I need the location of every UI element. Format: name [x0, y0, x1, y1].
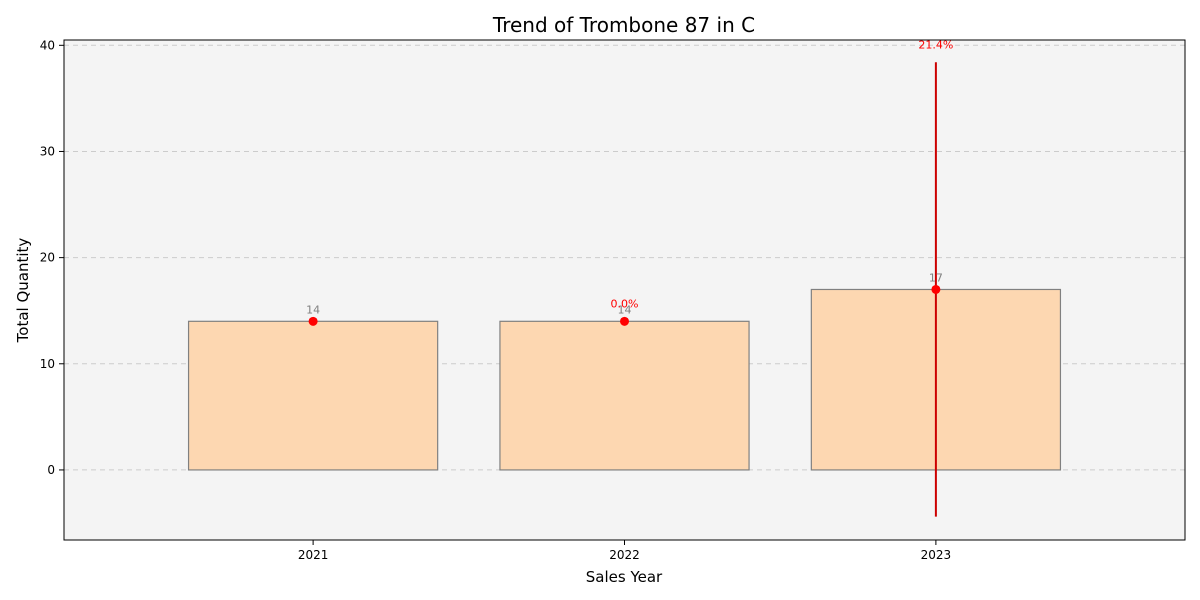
x-axis-label: Sales Year: [586, 568, 663, 586]
markers: [308, 284, 941, 326]
x-tick-label: 2021: [298, 548, 329, 562]
value-label: 14: [618, 303, 632, 316]
value-label: 14: [306, 303, 320, 316]
y-tick-label: 0: [47, 463, 55, 477]
x-axis-ticks: 2021 2022 2023: [298, 540, 951, 562]
value-label: 17: [929, 271, 943, 284]
pct-change-label: 21.4%: [918, 38, 953, 51]
y-tick-label: 30: [40, 144, 55, 158]
chart-title: Trend of Trombone 87 in C: [492, 13, 755, 37]
y-tick-label: 20: [40, 251, 55, 265]
data-point-marker: [308, 316, 318, 326]
y-axis-ticks: 0 10 20 30 40: [40, 38, 64, 477]
data-point-marker: [620, 316, 629, 326]
bar: [499, 320, 750, 471]
bar: [187, 320, 439, 471]
pct-change-label: 0.0%: [611, 297, 639, 310]
x-tick-label: 2022: [609, 548, 640, 562]
y-tick-label: 40: [40, 38, 55, 52]
data-point-marker: [931, 284, 941, 294]
y-tick-label: 10: [40, 357, 55, 371]
y-axis-label: Total Quantity: [14, 238, 32, 344]
x-tick-label: 2023: [921, 548, 952, 562]
